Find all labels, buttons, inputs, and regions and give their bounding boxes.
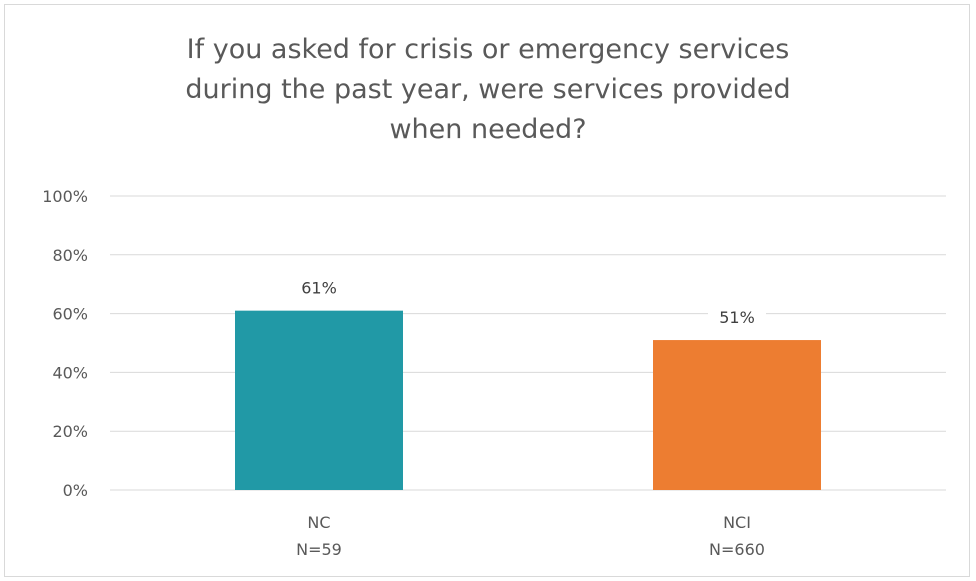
y-tick-label: 80% (52, 246, 88, 265)
chart-title-line-3: when needed? (389, 114, 587, 145)
x-category-sublabel: N=660 (709, 540, 765, 559)
y-tick-label: 0% (63, 481, 88, 500)
x-category-sublabel: N=59 (296, 540, 342, 559)
bars: 61% 51% (235, 275, 821, 490)
y-tick-label: 20% (52, 422, 88, 441)
y-axis: 0% 20% 40% 60% 80% 100% (42, 187, 88, 500)
chart-title-line-1: If you asked for crisis or emergency ser… (186, 34, 790, 65)
y-tick-label: 60% (52, 305, 88, 324)
x-category-label: NC (307, 513, 330, 532)
chart-title-line-2: during the past year, were services prov… (185, 74, 791, 105)
y-tick-label: 100% (42, 187, 88, 206)
bar-nc (235, 310, 403, 490)
data-label-background (290, 275, 348, 300)
y-tick-label: 40% (52, 363, 88, 382)
data-label-background (708, 305, 766, 330)
data-label: 61% (301, 279, 337, 298)
bar-nci (653, 340, 821, 490)
x-category-label: NCI (723, 513, 751, 532)
data-label: 51% (719, 308, 755, 327)
chart-title: If you asked for crisis or emergency ser… (0, 30, 976, 150)
x-axis: NC N=59 NCI N=660 (296, 513, 765, 559)
